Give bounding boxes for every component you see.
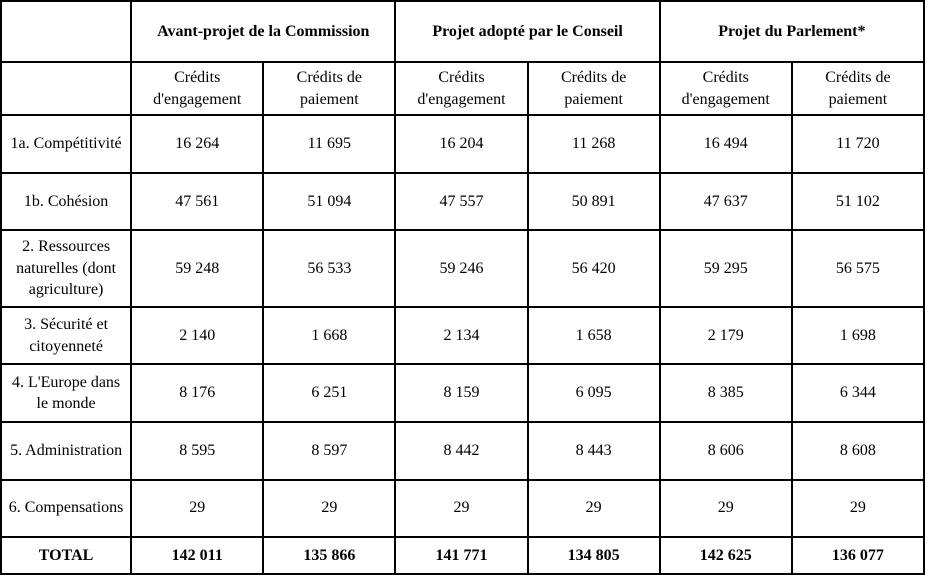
sub-header-row: Crédits d'engagement Crédits de paiement…: [0, 61, 925, 116]
table-row-ressources-naturelles: 2. Ressources naturelles (dont agricultu…: [0, 229, 925, 308]
row-label: 6. Compensations: [0, 478, 133, 539]
total-value: 136 077: [790, 536, 925, 575]
cell-value: 6 251: [262, 363, 397, 423]
cell-value: 56 533: [262, 229, 397, 308]
cell-value: 16 494: [658, 114, 793, 174]
total-value: 141 771: [394, 536, 529, 575]
table-row-administration: 5. Administration 8 595 8 597 8 442 8 44…: [0, 420, 925, 481]
group-header-row: Avant-projet de la Commission Projet ado…: [0, 0, 925, 63]
corner-empty-cell: [0, 0, 133, 63]
cell-value: 59 248: [130, 229, 265, 308]
group-header-conseil: Projet adopté par le Conseil: [394, 0, 661, 63]
cell-value: 47 561: [130, 171, 265, 232]
cell-value: 51 094: [262, 171, 397, 232]
cell-value: 50 891: [526, 171, 661, 232]
sub-header-engagement-3: Crédits d'engagement: [658, 61, 793, 116]
cell-value: 8 159: [394, 363, 529, 423]
cell-value: 56 575: [790, 229, 925, 308]
total-label: TOTAL: [0, 536, 133, 575]
total-value: 142 625: [658, 536, 793, 575]
cell-value: 8 442: [394, 420, 529, 481]
row-label: 4. L'Europe dans le monde: [0, 363, 133, 423]
cell-value: 16 264: [130, 114, 265, 174]
total-value: 135 866: [262, 536, 397, 575]
cell-value: 11 268: [526, 114, 661, 174]
row-label: 3. Sécurité et citoyenneté: [0, 305, 133, 366]
cell-value: 29: [394, 478, 529, 539]
table-row-compensations: 6. Compensations 29 29 29 29 29 29: [0, 478, 925, 539]
cell-value: 59 246: [394, 229, 529, 308]
cell-value: 51 102: [790, 171, 925, 232]
cell-value: 29: [130, 478, 265, 539]
cell-value: 29: [658, 478, 793, 539]
cell-value: 8 597: [262, 420, 397, 481]
sub-header-paiement-3: Crédits de paiement: [790, 61, 925, 116]
cell-value: 2 140: [130, 305, 265, 366]
group-header-commission: Avant-projet de la Commission: [130, 0, 397, 63]
cell-value: 8 595: [130, 420, 265, 481]
sub-header-engagement-1: Crédits d'engagement: [130, 61, 265, 116]
row-label: 1a. Compétitivité: [0, 114, 133, 174]
sub-header-paiement-2: Crédits de paiement: [526, 61, 661, 116]
cell-value: 29: [790, 478, 925, 539]
cell-value: 2 134: [394, 305, 529, 366]
cell-value: 47 637: [658, 171, 793, 232]
table-row-securite: 3. Sécurité et citoyenneté 2 140 1 668 2…: [0, 305, 925, 366]
sub-header-paiement-1: Crédits de paiement: [262, 61, 397, 116]
cell-value: 8 608: [790, 420, 925, 481]
cell-value: 1 668: [262, 305, 397, 366]
row-label: 1b. Cohésion: [0, 171, 133, 232]
cell-value: 1 698: [790, 305, 925, 366]
cell-value: 8 385: [658, 363, 793, 423]
total-value: 142 011: [130, 536, 265, 575]
table-row-competitivite: 1a. Compétitivité 16 264 11 695 16 204 1…: [0, 114, 925, 174]
table-row-europe-monde: 4. L'Europe dans le monde 8 176 6 251 8 …: [0, 363, 925, 423]
cell-value: 11 695: [262, 114, 397, 174]
sub-header-empty-cell: [0, 61, 133, 116]
cell-value: 56 420: [526, 229, 661, 308]
sub-header-engagement-2: Crédits d'engagement: [394, 61, 529, 116]
table-row-cohesion: 1b. Cohésion 47 561 51 094 47 557 50 891…: [0, 171, 925, 232]
cell-value: 2 179: [658, 305, 793, 366]
cell-value: 6 095: [526, 363, 661, 423]
cell-value: 6 344: [790, 363, 925, 423]
table-row-total: TOTAL 142 011 135 866 141 771 134 805 14…: [0, 536, 925, 575]
total-value: 134 805: [526, 536, 661, 575]
cell-value: 1 658: [526, 305, 661, 366]
cell-value: 8 176: [130, 363, 265, 423]
cell-value: 29: [526, 478, 661, 539]
cell-value: 8 443: [526, 420, 661, 481]
group-header-parlement: Projet du Parlement*: [658, 0, 925, 63]
row-label: 2. Ressources naturelles (dont agricultu…: [0, 229, 133, 308]
row-label: 5. Administration: [0, 420, 133, 481]
cell-value: 11 720: [790, 114, 925, 174]
cell-value: 8 606: [658, 420, 793, 481]
cell-value: 59 295: [658, 229, 793, 308]
cell-value: 16 204: [394, 114, 529, 174]
cell-value: 47 557: [394, 171, 529, 232]
cell-value: 29: [262, 478, 397, 539]
